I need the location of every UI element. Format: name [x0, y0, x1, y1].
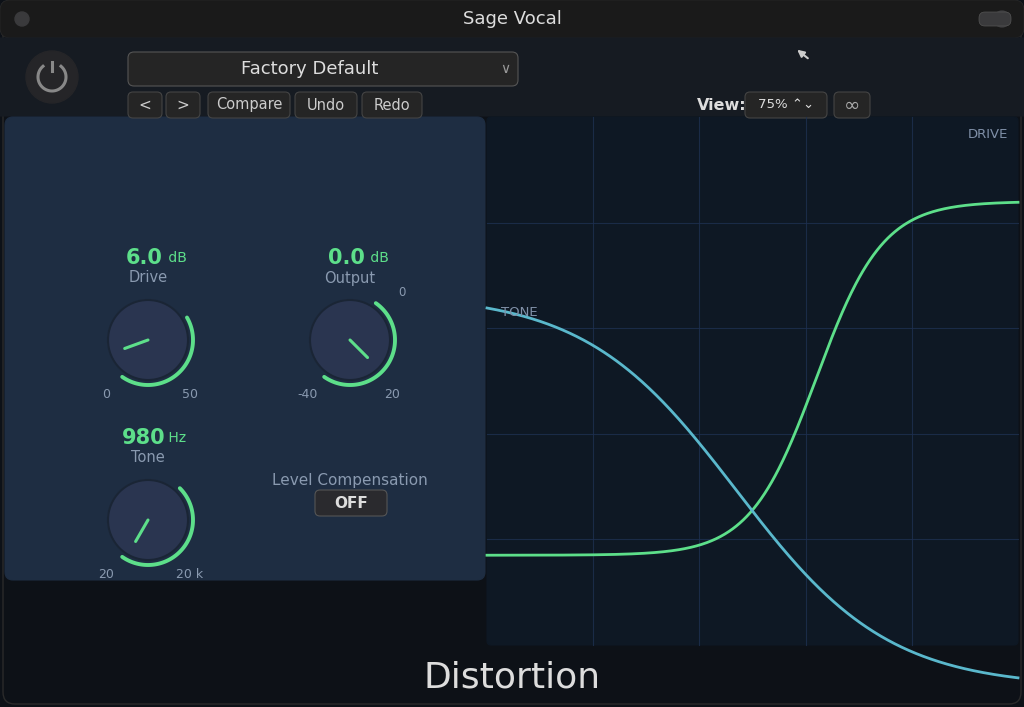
Circle shape	[108, 300, 188, 380]
Text: 75% ⌃⌄: 75% ⌃⌄	[758, 98, 814, 112]
FancyBboxPatch shape	[0, 38, 1024, 116]
Text: 0: 0	[398, 286, 406, 298]
Text: 50: 50	[182, 387, 198, 400]
Text: TONE: TONE	[501, 306, 538, 319]
Circle shape	[108, 480, 188, 560]
Text: OFF: OFF	[334, 496, 368, 510]
Text: Output: Output	[325, 271, 376, 286]
FancyBboxPatch shape	[362, 92, 422, 118]
Text: 20: 20	[384, 387, 400, 400]
Text: Factory Default: Factory Default	[242, 60, 379, 78]
FancyBboxPatch shape	[128, 52, 518, 86]
FancyBboxPatch shape	[834, 92, 870, 118]
FancyBboxPatch shape	[979, 12, 1011, 26]
Text: Compare: Compare	[216, 98, 283, 112]
Text: Tone: Tone	[131, 450, 165, 465]
Text: 20: 20	[98, 568, 114, 580]
FancyBboxPatch shape	[745, 92, 827, 118]
Text: Undo: Undo	[307, 98, 345, 112]
FancyBboxPatch shape	[128, 92, 162, 118]
Text: Level Compensation: Level Compensation	[272, 472, 428, 488]
Text: ∞: ∞	[844, 95, 860, 115]
FancyBboxPatch shape	[295, 92, 357, 118]
Circle shape	[15, 12, 29, 26]
Text: Drive: Drive	[128, 271, 168, 286]
Text: ∨: ∨	[500, 62, 510, 76]
Text: Distortion: Distortion	[424, 660, 600, 694]
Text: Redo: Redo	[374, 98, 411, 112]
Text: 20 k: 20 k	[176, 568, 204, 580]
Text: 0.0: 0.0	[328, 248, 365, 268]
FancyBboxPatch shape	[208, 92, 290, 118]
Circle shape	[994, 11, 1010, 27]
Text: 0: 0	[102, 387, 110, 400]
FancyBboxPatch shape	[3, 3, 1021, 704]
Text: -40: -40	[298, 387, 318, 400]
FancyBboxPatch shape	[5, 117, 485, 580]
Text: 6.0: 6.0	[126, 248, 163, 268]
Text: >: >	[176, 98, 189, 112]
FancyBboxPatch shape	[315, 490, 387, 516]
Text: dB: dB	[164, 251, 186, 265]
Text: DRIVE: DRIVE	[968, 129, 1008, 141]
Circle shape	[26, 51, 78, 103]
Text: dB: dB	[366, 251, 388, 265]
Text: Hz: Hz	[164, 431, 185, 445]
FancyBboxPatch shape	[0, 0, 1024, 38]
Circle shape	[310, 300, 390, 380]
FancyBboxPatch shape	[166, 92, 200, 118]
Text: Sage Vocal: Sage Vocal	[463, 10, 561, 28]
Text: 980: 980	[122, 428, 166, 448]
FancyBboxPatch shape	[487, 117, 1018, 645]
Text: View:: View:	[697, 98, 746, 112]
Text: <: <	[138, 98, 152, 112]
